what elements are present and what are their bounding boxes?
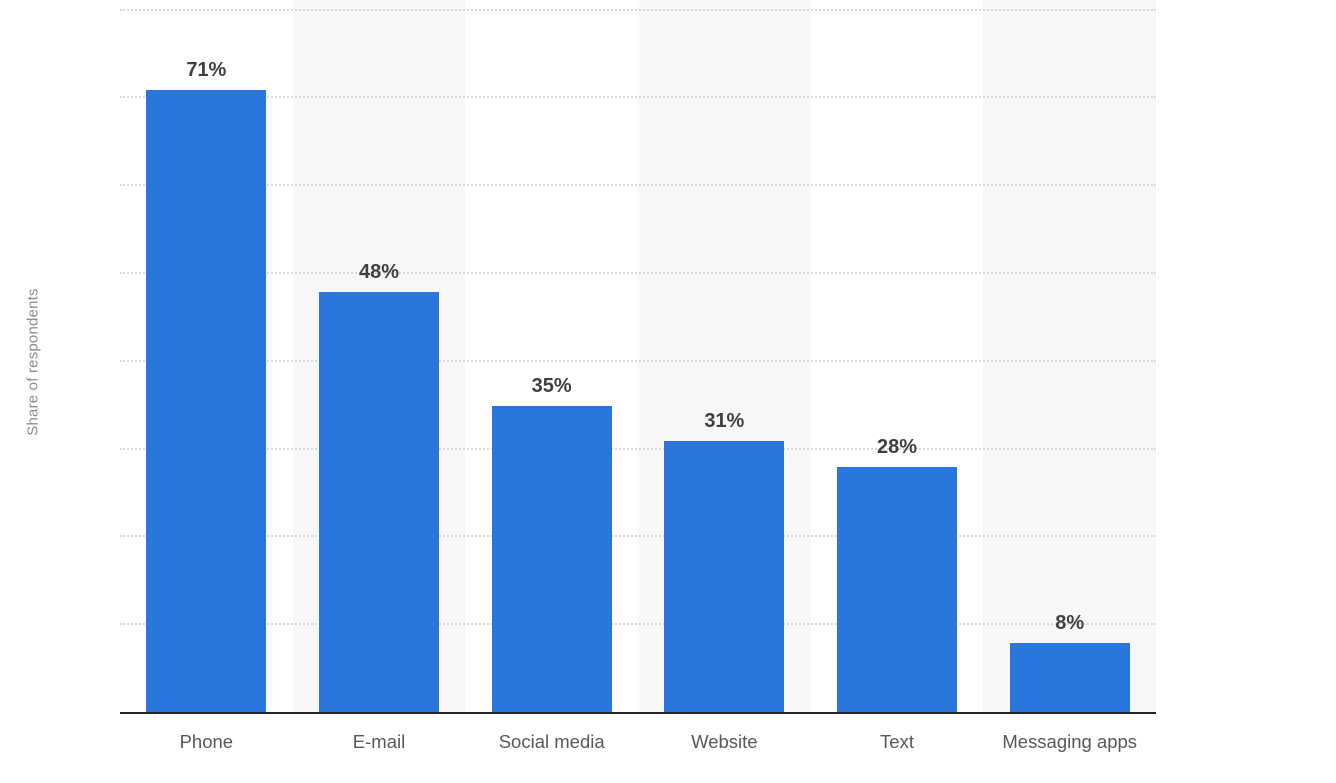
x-axis-tick-label: Messaging apps: [1002, 731, 1138, 752]
gridline: [120, 96, 1156, 99]
bar-messaging-apps[interactable]: [1009, 642, 1130, 713]
gridline: [120, 272, 1156, 274]
gridline: [120, 623, 1156, 626]
x-axis-tick-label: Phone: [179, 731, 234, 752]
bar-social-media[interactable]: [491, 405, 612, 713]
gridline: [120, 359, 1156, 362]
gridline: [120, 184, 1156, 187]
x-axis-tick-label: E-mail: [352, 731, 406, 752]
bar-website[interactable]: [664, 440, 785, 713]
bar-value-label: 48%: [358, 260, 399, 283]
bar-value-label: 28%: [876, 436, 917, 459]
bar-text[interactable]: [837, 467, 957, 713]
y-axis-label: Share of respondents: [24, 288, 42, 436]
gridline: [120, 447, 1156, 450]
gridline: [120, 535, 1156, 538]
bar-value-label: 8%: [1055, 611, 1085, 634]
x-axis-tick-label: Text: [880, 731, 914, 752]
bar-value-label: 31%: [704, 409, 745, 432]
x-axis-tick-label: Social media: [498, 731, 605, 752]
bar-phone[interactable]: [146, 89, 267, 713]
gridline: [120, 8, 1156, 11]
x-axis-labels: Phone E-mail Social media Website Text Messag…: [120, 731, 1156, 753]
bar-value-label: 35%: [531, 374, 572, 397]
column-band: [983, 0, 1156, 713]
x-axis-line: [120, 712, 1156, 714]
bar-e-mail[interactable]: [319, 291, 439, 713]
x-axis-tick-label: Website: [691, 731, 758, 752]
bar-value-label: 71%: [186, 58, 227, 81]
plot-area: 71% 48% 35% 31% 28% 8%: [120, 0, 1156, 713]
